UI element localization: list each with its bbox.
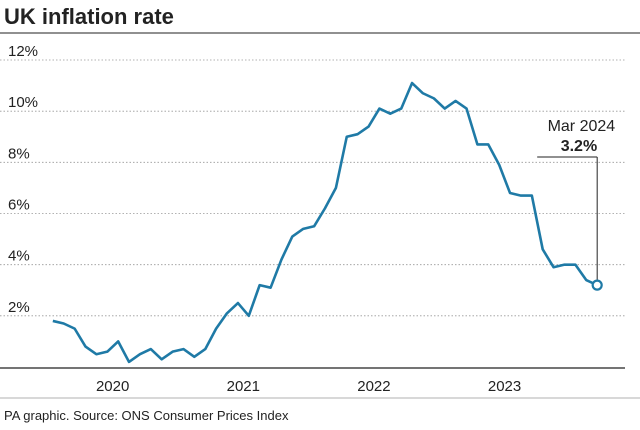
x-tick-label: 2021	[227, 378, 260, 395]
y-tick-label: 4%	[8, 248, 30, 265]
x-tick-label: 2023	[488, 378, 521, 395]
x-tick-label: 2022	[357, 378, 390, 395]
chart-title: UK inflation rate	[4, 4, 174, 29]
x-tick-label: 2020	[96, 378, 129, 395]
source: PA graphic. Source: ONS Consumer Prices …	[4, 408, 289, 423]
annotation-date: Mar 2024	[548, 118, 616, 135]
last-point	[591, 279, 603, 291]
y-tick-label: 12%	[8, 43, 38, 60]
y-tick-label: 8%	[8, 145, 30, 162]
data-line	[52, 81, 598, 364]
y-tick-label: 2%	[8, 299, 30, 316]
annotation-value: 3.2%	[561, 138, 597, 155]
y-tick-label: 10%	[8, 94, 38, 111]
y-tick-label: 6%	[8, 197, 30, 214]
